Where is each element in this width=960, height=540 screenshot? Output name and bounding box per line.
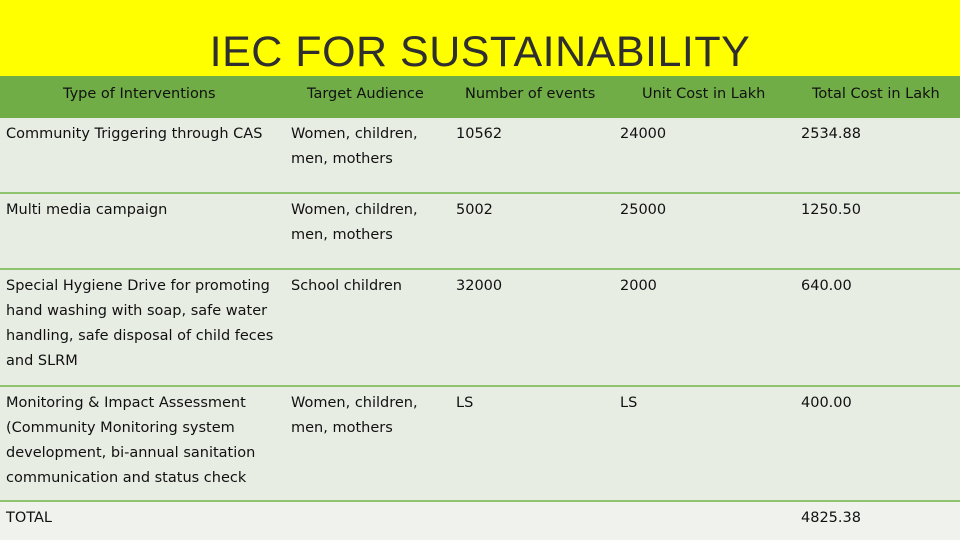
intervention-line: communication and status check (6, 470, 247, 486)
intervention-line: and SLRM (6, 353, 78, 369)
cell-unit-cost: 2000 (620, 278, 657, 294)
table-row: Special Hygiene Drive for promoting hand… (0, 270, 960, 387)
cell-events: 10562 (456, 126, 503, 142)
audience-line: Women, children, (291, 395, 418, 411)
column-header-events: Number of events (465, 86, 596, 102)
cell-unit-cost: LS (620, 395, 638, 411)
intervention-line: (Community Monitoring system (6, 420, 235, 436)
table-row: Monitoring & Impact Assessment (Communit… (0, 387, 960, 502)
title-bar (0, 0, 960, 80)
intervention-line: handling, safe disposal of child feces (6, 328, 274, 344)
audience-line: Women, children, (291, 202, 418, 218)
intervention-line: Special Hygiene Drive for promoting (6, 278, 270, 294)
cell-intervention: Community Triggering through CAS (6, 126, 263, 142)
cell-audience: Women, children, men, mothers (291, 198, 441, 248)
table-row: Community Triggering through CAS Women, … (0, 118, 960, 194)
total-value: 4825.38 (801, 510, 861, 526)
audience-line: men, mothers (291, 420, 393, 436)
cell-intervention: Multi media campaign (6, 202, 168, 218)
cell-audience: Women, children, men, mothers (291, 122, 441, 172)
column-header-interventions: Type of Interventions (63, 86, 216, 102)
cell-total-cost: 640.00 (801, 278, 852, 294)
cell-intervention: Monitoring & Impact Assessment (Communit… (6, 391, 282, 491)
audience-line: men, mothers (291, 227, 393, 243)
total-label: TOTAL (6, 510, 52, 526)
cell-events: 5002 (456, 202, 493, 218)
cell-events: LS (456, 395, 474, 411)
table-header: Type of Interventions Target Audience Nu… (0, 76, 960, 118)
table-row-total: TOTAL 4825.38 (0, 502, 960, 540)
cell-unit-cost: 25000 (620, 202, 667, 218)
cell-events: 32000 (456, 278, 503, 294)
cell-audience: School children (291, 278, 402, 294)
cell-total-cost: 400.00 (801, 395, 852, 411)
cell-total-cost: 1250.50 (801, 202, 861, 218)
cell-intervention: Special Hygiene Drive for promoting hand… (6, 274, 282, 374)
intervention-line: Monitoring & Impact Assessment (6, 395, 246, 411)
column-header-unit-cost: Unit Cost in Lakh (642, 86, 766, 102)
intervention-line: development, bi-annual sanitation (6, 445, 256, 461)
cell-unit-cost: 24000 (620, 126, 667, 142)
column-header-total-cost: Total Cost in Lakh (812, 86, 940, 102)
audience-line: men, mothers (291, 151, 393, 167)
audience-line: Women, children, (291, 126, 418, 142)
slide-title: IEC FOR SUSTAINABILITY (209, 28, 751, 76)
cell-audience: Women, children, men, mothers (291, 391, 441, 441)
table-row: Multi media campaign Women, children, me… (0, 194, 960, 270)
cell-total-cost: 2534.88 (801, 126, 861, 142)
column-header-audience: Target Audience (307, 86, 424, 102)
intervention-line: hand washing with soap, safe water (6, 303, 268, 319)
